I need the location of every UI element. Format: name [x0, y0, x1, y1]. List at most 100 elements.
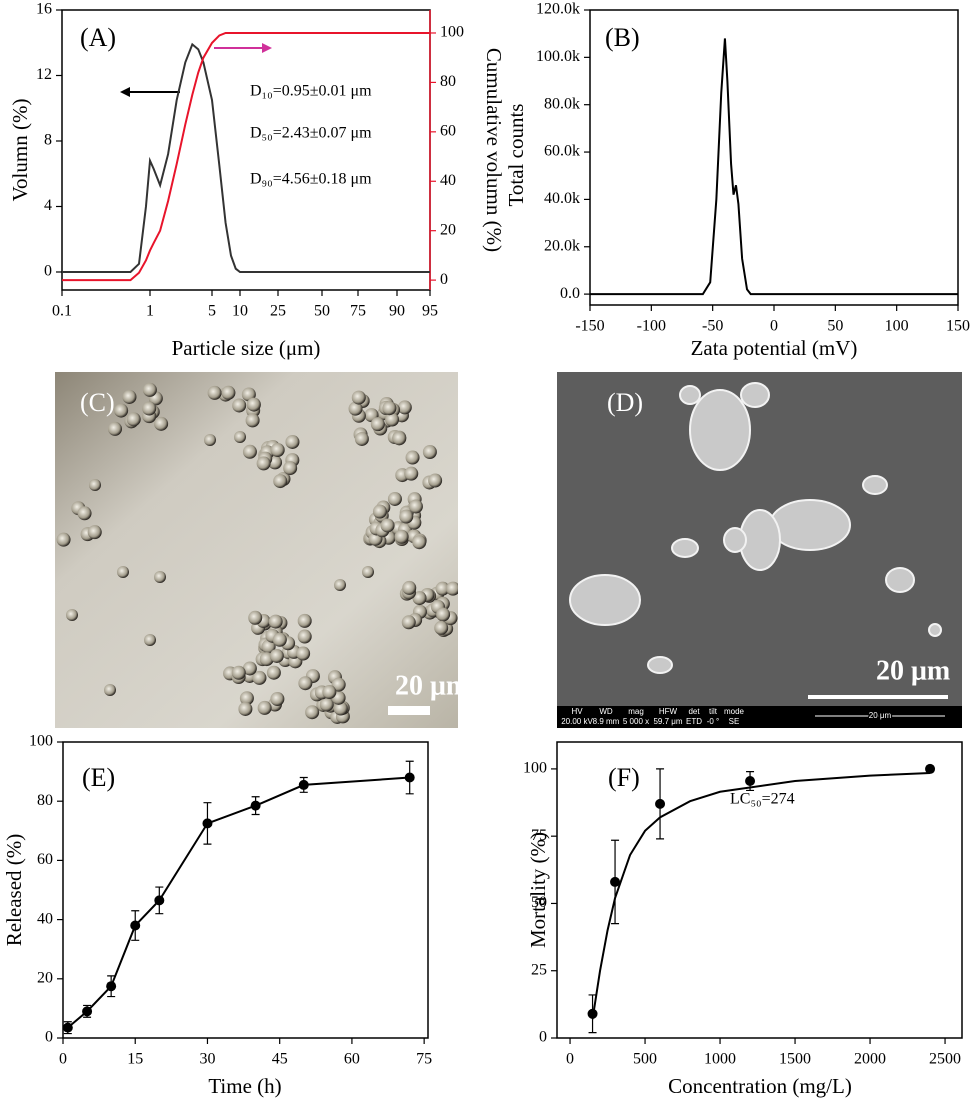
bead: [268, 614, 283, 629]
bead: [399, 509, 414, 524]
info-value: 5 000 x: [623, 717, 649, 726]
bead: [56, 532, 71, 547]
bead: [108, 421, 123, 436]
bead: [238, 701, 253, 716]
info-header: det: [688, 707, 700, 716]
x-tick-label: 10: [232, 303, 248, 320]
info-value: -0 °: [707, 717, 720, 726]
panel-label: (D): [607, 388, 643, 417]
bead: [434, 620, 449, 635]
y-axis-label: Total counts: [504, 104, 528, 207]
arrow-head: [262, 43, 272, 53]
plot-frame: [589, 9, 959, 306]
bead: [397, 400, 412, 415]
x-tick-label: 15: [127, 1051, 143, 1068]
bead: [207, 385, 222, 400]
bead: [252, 670, 267, 685]
blobs: [569, 382, 942, 674]
blob: [885, 567, 915, 593]
bead: [394, 529, 409, 544]
bead: [232, 398, 247, 413]
marker: [404, 772, 415, 783]
x-tick-label: 60: [344, 1051, 360, 1068]
y2-axis-label: Cumulative volumn (%): [482, 48, 506, 252]
annotation: LC₅₀=274: [730, 791, 795, 808]
bead: [436, 607, 451, 622]
bead: [246, 397, 261, 412]
blob: [862, 475, 888, 495]
info-value: SE: [729, 717, 740, 726]
marker: [202, 818, 213, 829]
bead: [422, 445, 437, 460]
info-header: tilt: [709, 707, 718, 716]
panel-label: (B): [605, 23, 640, 52]
marker: [62, 1022, 73, 1033]
bead: [270, 442, 285, 457]
panel-label: (F): [608, 763, 640, 792]
arrow-head: [120, 87, 130, 97]
bead: [370, 417, 385, 432]
bead: [142, 382, 157, 397]
x-tick-label: 0: [566, 1051, 574, 1068]
bead: [77, 506, 92, 521]
bead: [257, 700, 272, 715]
bead: [331, 677, 346, 692]
marker: [745, 776, 756, 787]
marker: [130, 920, 141, 931]
bead: [142, 401, 157, 416]
blob: [723, 527, 747, 553]
blob: [928, 623, 942, 637]
bead: [392, 431, 407, 446]
x-tick-label: 0: [59, 1051, 67, 1068]
y-tick-label: 40.0k: [544, 190, 580, 207]
y2-tick-label: 100: [440, 24, 464, 41]
bead: [239, 691, 254, 706]
annotation: D₉₀=4.56±0.18 μm: [250, 171, 372, 188]
y-tick-label: 20.0k: [544, 237, 580, 254]
blob: [647, 656, 673, 674]
bead: [285, 434, 300, 449]
bead: [114, 403, 129, 418]
bead: [405, 450, 420, 465]
y2-tick-label: 0: [440, 271, 448, 288]
y-tick-label: 0: [44, 263, 52, 280]
bead: [242, 661, 257, 676]
bead: [231, 665, 246, 680]
y-tick-label: 100.0k: [536, 48, 580, 65]
y2-tick-label: 20: [440, 221, 456, 238]
y-axis-label: Mortality (%): [526, 832, 550, 948]
series-line: [67, 776, 410, 1029]
y-tick-label: 8: [44, 132, 52, 149]
bead: [87, 525, 102, 540]
y2-tick-label: 40: [440, 172, 456, 189]
bead: [412, 535, 427, 550]
blob: [679, 385, 701, 405]
y-tick-label: 80.0k: [544, 95, 580, 112]
y-tick-label: 0: [45, 1029, 53, 1046]
blob: [689, 389, 751, 471]
bead: [401, 615, 416, 630]
y-tick-label: 60.0k: [544, 143, 580, 160]
bead: [322, 685, 337, 700]
y-tick-label: 50: [531, 894, 547, 911]
y-tick-label: 100: [523, 760, 547, 777]
bead: [333, 701, 348, 716]
y-tick-label: 20: [37, 969, 53, 986]
x-tick-label: 95: [422, 303, 438, 320]
x-axis-label: Zata potential (mV): [691, 336, 858, 360]
bead: [242, 444, 257, 459]
bead: [408, 499, 423, 514]
bead: [402, 580, 417, 595]
bead: [283, 461, 298, 476]
bead: [154, 416, 169, 431]
y-axis-label: Volumn (%): [8, 99, 32, 202]
x-tick-label: 1: [146, 303, 154, 320]
x-axis-label: Time (h): [208, 1074, 281, 1098]
x-tick-label: 1000: [704, 1051, 736, 1068]
y-tick-label: 16: [36, 1, 52, 18]
series-line: [590, 38, 958, 296]
info-header: HV: [571, 707, 583, 716]
y-tick-label: 4: [44, 197, 52, 214]
bead: [296, 646, 311, 661]
